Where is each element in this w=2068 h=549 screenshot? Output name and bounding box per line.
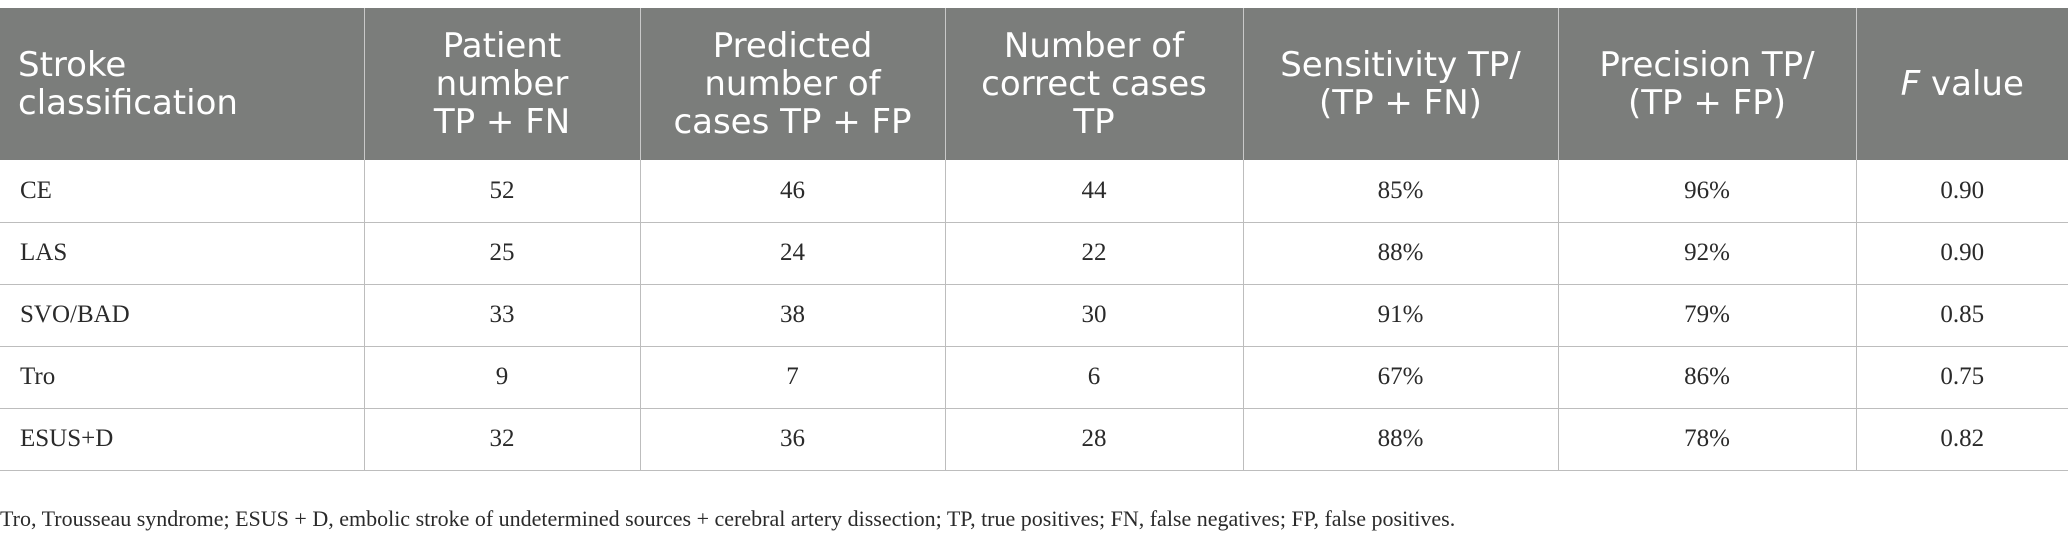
table-cell: 0.82 [1855,408,2068,471]
table-row: ESUS+D 32 36 28 88% 78% 0.82 [0,408,2068,471]
header-line: TP + FN [433,102,571,142]
header-patient-number: Patient number TP + FN [363,8,640,160]
table-cell: 0.85 [1855,284,2068,347]
table-cell: 6 [944,346,1243,409]
table-cell: 52 [363,160,640,223]
table-cell: 7 [639,346,945,409]
row-label-cell: ESUS+D [0,408,364,471]
header-row: Stroke classification Patient number TP … [0,8,2068,160]
table-row: CE 52 46 44 85% 96% 0.90 [0,160,2068,223]
table-cell: 9 [363,346,640,409]
header-line: number [435,64,569,104]
table-cell: 28 [944,408,1243,471]
table-row: Tro 9 7 6 67% 86% 0.75 [0,346,2068,409]
header-line: classification [18,83,238,123]
table-cell: 33 [363,284,640,347]
table-body: CE 52 46 44 85% 96% 0.90 LAS 25 24 22 88% 92% 0.90 SVO… [0,160,2068,471]
table-row: SVO/BAD 33 38 30 91% 79% 0.85 [0,284,2068,347]
results-table: Stroke classification Patient number TP … [0,8,2068,471]
header-line: (TP + FP) [1628,83,1786,123]
table-cell: 88% [1242,222,1558,285]
header-line: number of [704,64,881,104]
header-line: (TP + FN) [1319,83,1482,123]
table-cell: 32 [363,408,640,471]
table-cell: 85% [1242,160,1558,223]
row-label-cell: LAS [0,222,364,285]
table-cell: 38 [639,284,945,347]
header-f-letter: F [1900,64,1921,104]
row-label-cell: SVO/BAD [0,284,364,347]
header-line: TP [1073,102,1115,142]
table-cell: 22 [944,222,1243,285]
table-row: LAS 25 24 22 88% 92% 0.90 [0,222,2068,285]
table-cell: 88% [1242,408,1558,471]
row-label-cell: CE [0,160,364,223]
table-cell: 96% [1557,160,1856,223]
table-cell: 24 [639,222,945,285]
header-line: Sensitivity TP/ [1280,45,1521,85]
row-label-cell: Tro [0,346,364,409]
table-cell: 79% [1557,284,1856,347]
table-cell: 78% [1557,408,1856,471]
table-cell: 44 [944,160,1243,223]
header-precision: Precision TP/ (TP + FP) [1557,8,1856,160]
table-cell: 92% [1557,222,1856,285]
table-footnote: Tro, Trousseau syndrome; ESUS + D, embol… [0,506,1456,531]
table-cell: 46 [639,160,945,223]
header-f-suffix: value [1920,64,2024,104]
table-cell: 0.90 [1855,160,2068,223]
header-predicted-cases: Predicted number of cases TP + FP [639,8,945,160]
table-cell: 0.75 [1855,346,2068,409]
header-f-value: F value [1855,8,2068,160]
header-line: Stroke [18,45,127,85]
table-cell: 86% [1557,346,1856,409]
header-correct-cases: Number of correct cases TP [944,8,1243,160]
table-cell: 30 [944,284,1243,347]
header-stroke-classification: Stroke classification [0,8,364,160]
table-cell: 0.90 [1855,222,2068,285]
header-line: Precision TP/ [1599,45,1815,85]
table-cell: 36 [639,408,945,471]
table-cell: 91% [1242,284,1558,347]
header-line: cases TP + FP [673,102,912,142]
header-line: Patient [442,26,562,66]
table-cell: 25 [363,222,640,285]
header-line: correct cases [981,64,1207,104]
header-line: Predicted [712,26,873,66]
header-line: Number of [1003,26,1185,66]
table-cell: 67% [1242,346,1558,409]
header-sensitivity: Sensitivity TP/ (TP + FN) [1242,8,1558,160]
